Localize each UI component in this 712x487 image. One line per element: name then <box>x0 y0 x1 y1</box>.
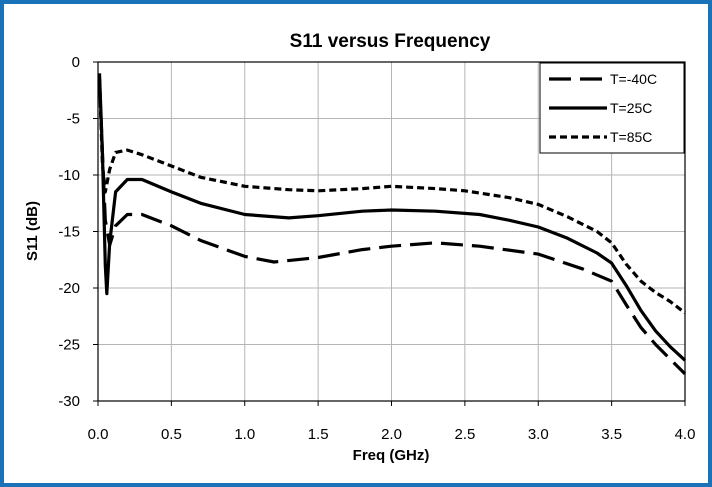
legend-label-1: T=-40C <box>610 71 657 87</box>
series-lines <box>97 73 687 376</box>
y-tick-label: -15 <box>58 224 80 241</box>
x-tick-label: 0.0 <box>88 426 109 443</box>
legend-label-3: T=85C <box>610 129 652 145</box>
x-tick-label: 3.5 <box>601 426 622 443</box>
x-axis-ticks: 0.0 0.5 1.0 1.5 2.0 2.5 3.0 3.5 4.0 <box>88 401 696 443</box>
x-tick-label: 3.0 <box>528 426 549 443</box>
x-tick-label: 4.0 <box>675 426 696 443</box>
x-tick-label: 2.5 <box>454 426 475 443</box>
x-tick-label: 0.5 <box>161 426 182 443</box>
legend: T=-40C T=25C T=85C <box>539 62 685 154</box>
legend-label-2: T=25C <box>610 100 652 116</box>
series-line-2 <box>97 73 687 362</box>
y-axis-ticks: 0 -5 -10 -15 -20 -25 -30 <box>58 54 98 410</box>
x-axis-label: Freq (GHz) <box>353 447 430 464</box>
y-tick-label: -20 <box>58 280 80 297</box>
y-tick-label: -10 <box>58 167 80 184</box>
y-tick-label: -25 <box>58 337 80 354</box>
y-tick-label: 0 <box>72 54 80 71</box>
y-tick-label: -5 <box>67 111 80 128</box>
y-axis-label: S11 (dB) <box>24 201 41 261</box>
series-line-3 <box>97 78 686 315</box>
y-tick-label: -30 <box>58 393 80 410</box>
chart-title: S11 versus Frequency <box>290 31 491 52</box>
x-tick-label: 1.5 <box>308 426 329 443</box>
x-tick-label: 2.0 <box>381 426 402 443</box>
x-tick-label: 1.0 <box>234 426 255 443</box>
